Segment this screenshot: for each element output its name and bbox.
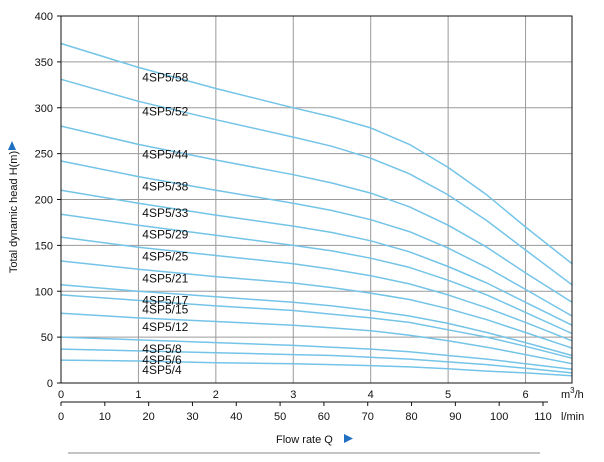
- pump-curve: [60, 348, 573, 374]
- pump-curve: [60, 294, 573, 359]
- x-tick-label-lmin: 40: [230, 411, 242, 423]
- curve-label: 4SP5/44: [142, 147, 188, 161]
- pump-curves: [60, 42, 573, 377]
- x-tick-label-m3h: 3: [290, 389, 296, 401]
- curve-label: 4SP5/4: [142, 363, 182, 377]
- curve-labels: 4SP5/58 4SP5/52 4SP5/44 4SP5/38 4SP5/33 4SP5/…: [142, 71, 188, 377]
- curve-label: 4SP5/29: [142, 228, 188, 242]
- pump-curve: [60, 260, 573, 349]
- y-tick-label: 100: [35, 286, 53, 298]
- curve-label: 4SP5/8: [142, 342, 182, 356]
- y-tick-label: 150: [35, 240, 53, 252]
- y-tick-label: 200: [35, 195, 53, 207]
- y-tick-label: 400: [35, 11, 53, 23]
- curve-label: 4SP5/33: [142, 206, 188, 220]
- pump-curve: [60, 42, 573, 265]
- curve-label: 4SP5/17: [142, 294, 188, 308]
- y-tick-labels: 0 50 100 150 200 250 300 350 400: [35, 11, 61, 390]
- x-tick-label-lmin: 50: [274, 411, 286, 423]
- y-tick-label: 50: [41, 332, 53, 344]
- x-unit-primary-label: m3/h: [561, 386, 584, 401]
- curve-label: 4SP5/38: [142, 179, 188, 193]
- y-axis-arrow-icon: [8, 141, 16, 150]
- x-tick-label-lmin: 110: [534, 411, 552, 423]
- x-tick-label-m3h: 4: [368, 389, 374, 401]
- y-tick-label: 0: [47, 378, 53, 390]
- curve-label: 4SP5/12: [142, 320, 188, 334]
- x-tick-label-lmin: 30: [186, 411, 198, 423]
- x-tick-label-lmin: 20: [143, 411, 155, 423]
- x-tick-labels-lmin: 0 10 20 30 40 50 60 70 80 90 100 110: [58, 402, 552, 423]
- y-tick-label: 350: [35, 57, 53, 69]
- pump-curve: [60, 284, 573, 357]
- x-tick-labels-m3h: 0 1 2 3 4 5 6: [58, 389, 529, 401]
- pump-curve: [60, 78, 573, 286]
- x-tick-label-m3h: 2: [213, 389, 219, 401]
- y-axis-title: Total dynamic head H(m): [8, 151, 20, 273]
- pump-curve: [60, 336, 573, 370]
- x-tick-label-lmin: 90: [449, 411, 461, 423]
- curve-label: 4SP5/6: [142, 353, 182, 367]
- pump-curve: [60, 236, 573, 342]
- curve-label: 4SP5/21: [142, 272, 188, 286]
- x-tick-label-lmin: 10: [99, 411, 111, 423]
- x-tick-label-lmin: 100: [490, 411, 508, 423]
- pump-curve: [60, 213, 573, 335]
- pump-curve: [60, 160, 573, 317]
- x-axis-title: Flow rate Q: [276, 434, 333, 446]
- x-unit-secondary-label: l/min: [561, 411, 584, 423]
- curve-label: 4SP5/58: [142, 71, 188, 85]
- x-tick-label-lmin: 80: [405, 411, 417, 423]
- curve-label: 4SP5/52: [142, 104, 188, 118]
- x-tick-label-m3h: 1: [135, 389, 141, 401]
- curve-label: 4SP5/15: [142, 303, 188, 317]
- y-tick-label: 250: [35, 149, 53, 161]
- pump-curve: [60, 189, 573, 326]
- x-tick-label-lmin: 70: [362, 411, 374, 423]
- x-tick-label-m3h: 5: [445, 389, 451, 401]
- pump-curve: [60, 125, 573, 303]
- pump-curve: [60, 359, 573, 377]
- y-tick-label: 300: [35, 103, 53, 115]
- pump-curve: [60, 312, 573, 365]
- x-tick-label-lmin: 0: [58, 411, 64, 423]
- x-tick-label-lmin: 60: [318, 411, 330, 423]
- x-tick-label-m3h: 0: [58, 389, 64, 401]
- x-tick-label-m3h: 6: [522, 389, 528, 401]
- x-axis-arrow-icon: [344, 434, 353, 443]
- curve-label: 4SP5/25: [142, 250, 188, 264]
